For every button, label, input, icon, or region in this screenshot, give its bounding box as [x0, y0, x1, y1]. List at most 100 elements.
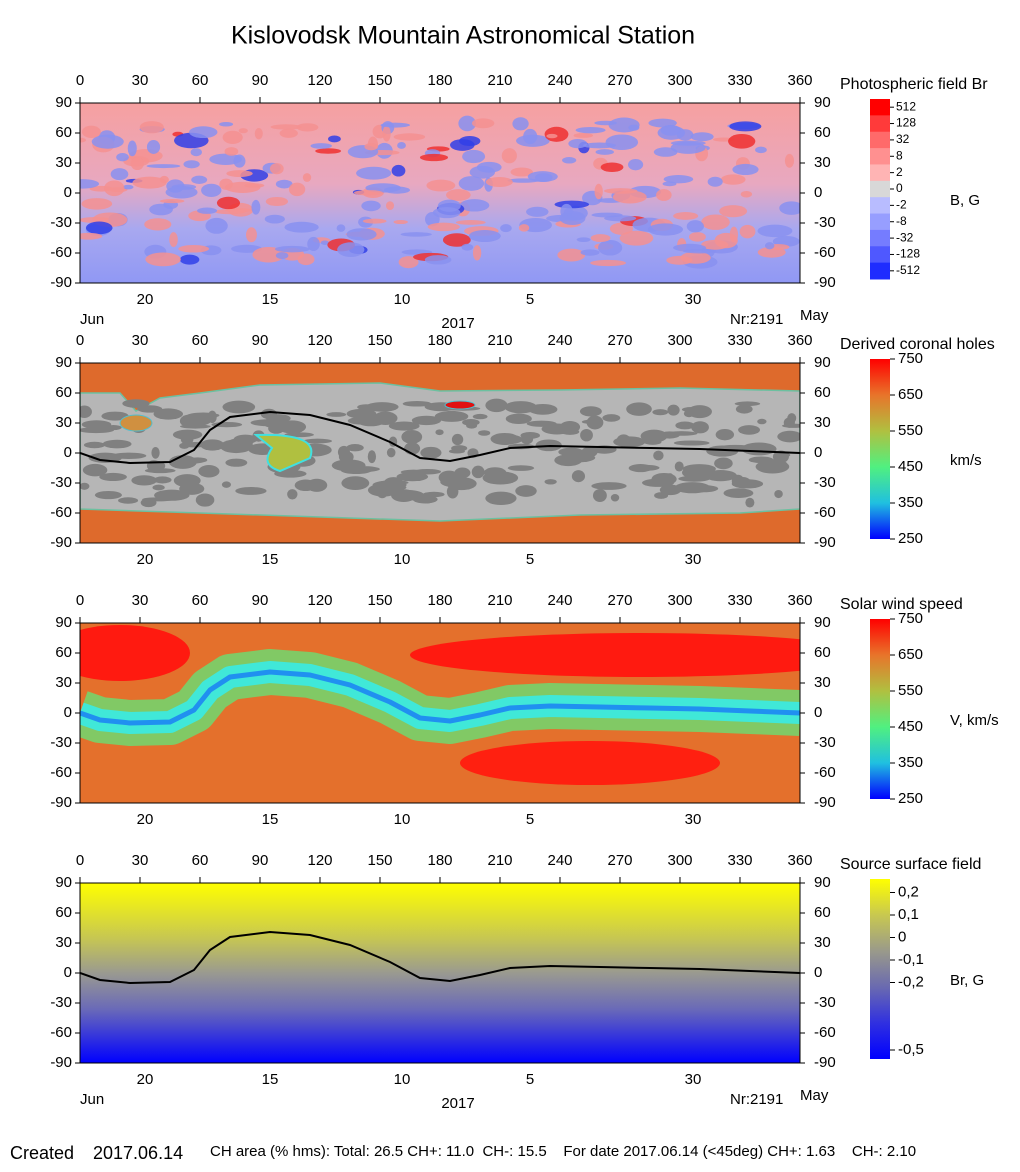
field-patch: [144, 218, 172, 231]
x-tick-label: 60: [192, 72, 209, 89]
closed-field-patch: [365, 402, 399, 412]
closed-field-patch: [674, 461, 684, 472]
field-patch: [336, 224, 346, 232]
y-tick-label-right: 30: [814, 154, 831, 171]
y-tick-label: -30: [50, 994, 72, 1011]
y-tick-label: 90: [55, 94, 72, 111]
field-patch: [510, 167, 533, 177]
closed-field-patch: [326, 412, 347, 417]
colorbar: [870, 359, 890, 539]
x-tick-label: 270: [607, 332, 632, 349]
closed-field-patch: [691, 421, 709, 434]
field-patch: [356, 166, 392, 180]
closed-field-patch: [781, 423, 800, 428]
closed-field-patch: [462, 418, 480, 426]
field-patch: [246, 227, 257, 243]
date-tick-label: 5: [526, 811, 534, 828]
x-tick-label: 150: [367, 72, 392, 89]
field-patch: [595, 149, 614, 155]
x-tick-label: 210: [487, 332, 512, 349]
field-patch: [205, 217, 228, 234]
closed-field-patch: [80, 427, 115, 434]
field-patch: [468, 230, 501, 243]
field-patch: [275, 179, 293, 189]
x-tick-label: 330: [727, 332, 752, 349]
x-tick-label: 270: [607, 72, 632, 89]
closed-field-patch: [377, 490, 387, 499]
closed-field-patch: [383, 477, 404, 488]
y-tick-label-right: -90: [814, 1054, 836, 1071]
month-end: May: [800, 307, 829, 324]
field-patch: [104, 180, 125, 197]
closed-field-patch: [734, 401, 761, 406]
fast-wind: [410, 633, 800, 677]
field-patch: [437, 199, 461, 212]
colorbar-tick-label: 650: [898, 646, 923, 663]
field-patch: [653, 147, 678, 157]
closed-field-patch: [667, 404, 680, 416]
colorbar: [870, 879, 890, 1059]
closed-field-patch: [347, 416, 375, 425]
field-patch: [216, 196, 240, 210]
closed-field-patch: [82, 463, 108, 477]
y-tick-label-right: 0: [814, 964, 822, 981]
field-patch: [269, 163, 284, 175]
date-tick-label: 20: [137, 1071, 154, 1088]
closed-field-patch: [373, 411, 398, 425]
field-patch: [707, 176, 723, 187]
closed-field-patch: [628, 464, 653, 473]
field-patch: [382, 125, 391, 142]
y-tick-label-right: 60: [814, 124, 831, 141]
y-tick-label-right: -60: [814, 244, 836, 261]
closed-field-patch: [386, 447, 396, 458]
colorbar-tick-label: 2: [896, 165, 903, 179]
date-tick-label: 20: [137, 811, 154, 828]
x-tick-label: 210: [487, 72, 512, 89]
x-tick-label: 150: [367, 332, 392, 349]
field-patch: [165, 185, 198, 199]
field-patch: [393, 133, 426, 141]
field-patch: [179, 254, 200, 265]
field-patch: [397, 142, 406, 149]
field-patch: [197, 207, 218, 214]
colorbar-tick-label: -8: [896, 214, 907, 228]
field-patch: [647, 223, 684, 236]
map-background: [80, 883, 800, 1063]
y-tick-label: 0: [64, 704, 72, 721]
closed-field-patch: [222, 400, 256, 414]
field-patch: [663, 175, 694, 184]
field-patch: [732, 163, 759, 176]
x-tick-label: 180: [427, 72, 452, 89]
field-patch: [609, 222, 634, 235]
field-patch: [462, 149, 486, 164]
closed-field-patch: [451, 445, 468, 452]
field-patch: [546, 133, 558, 139]
colorbar-label: Br, G: [950, 972, 984, 989]
x-tick-label: 300: [667, 592, 692, 609]
field-patch: [201, 183, 222, 197]
field-patch: [455, 220, 486, 225]
closed-field-patch: [478, 430, 491, 436]
x-tick-label: 330: [727, 592, 752, 609]
closed-field-patch: [277, 420, 307, 434]
field-patch: [130, 157, 144, 171]
y-tick-label-right: -90: [814, 794, 836, 811]
field-patch: [740, 190, 753, 198]
field-patch: [274, 245, 310, 253]
field-patch: [594, 120, 617, 126]
closed-field-patch: [182, 458, 205, 464]
x-tick-label: 90: [252, 72, 269, 89]
closed-field-patch: [580, 428, 593, 442]
y-tick-label-right: 90: [814, 614, 831, 631]
field-patch: [424, 255, 452, 265]
colorbar-tick-label: 512: [896, 99, 916, 113]
colorbar-title: Derived coronal holes: [840, 336, 995, 353]
field-patch: [728, 133, 756, 149]
field-patch: [169, 232, 178, 248]
closed-field-patch: [472, 413, 488, 420]
field-patch: [591, 212, 623, 218]
y-tick-label-right: 0: [814, 704, 822, 721]
y-tick-label: 90: [55, 614, 72, 631]
field-patch: [219, 122, 234, 127]
neutral-line: [80, 410, 800, 465]
